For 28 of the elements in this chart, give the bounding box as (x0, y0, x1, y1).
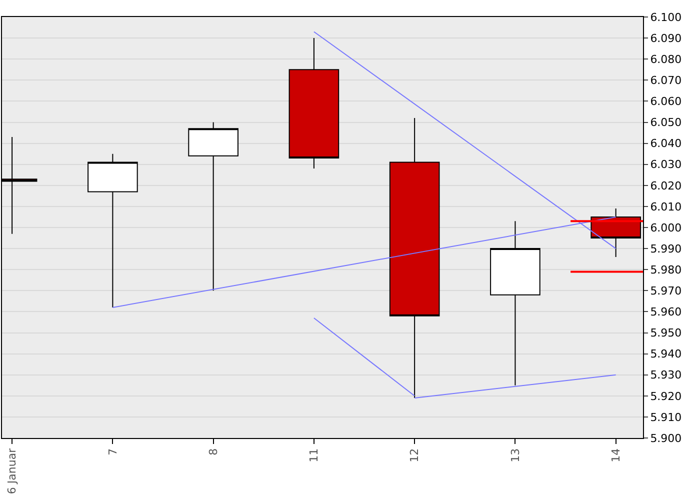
y-tick-label: 6.100 (650, 10, 682, 24)
x-tick-label: 6 Januar (6, 448, 19, 494)
y-tick-label: 5.960 (650, 306, 682, 319)
y-tick-label: 5.980 (650, 263, 682, 276)
y-tick-label: 6.000 (650, 221, 682, 234)
x-tick-label: 12 (408, 448, 422, 462)
y-tick-label: 5.940 (650, 348, 682, 361)
y-tick-label: 5.950 (650, 326, 682, 340)
y-tick-label: 5.900 (650, 432, 682, 445)
y-tick-label: 5.990 (650, 242, 682, 256)
y-tick-label: 5.920 (650, 390, 682, 403)
y-tick-label: 6.090 (650, 32, 682, 45)
y-tick-label: 6.010 (650, 200, 682, 214)
y-tick-label: 6.040 (650, 137, 682, 150)
y-tick-label: 6.030 (650, 158, 682, 172)
x-tick-label: 13 (508, 448, 522, 462)
y-tick-label: 5.910 (650, 410, 682, 424)
y-tick-label: 5.970 (650, 284, 682, 298)
y-tick-label: 6.050 (650, 116, 682, 130)
y-tick-label: 6.060 (650, 95, 682, 108)
x-tick-label: 14 (609, 448, 622, 462)
y-tick-label: 5.930 (650, 368, 682, 382)
y-tick-label: 6.080 (650, 52, 682, 66)
x-tick-label: 7 (106, 448, 120, 456)
x-tick-label: 8 (206, 448, 220, 456)
y-tick-label: 6.070 (650, 74, 682, 87)
y-tick-label: 6.020 (650, 179, 682, 192)
x-tick-label: 11 (308, 448, 321, 462)
